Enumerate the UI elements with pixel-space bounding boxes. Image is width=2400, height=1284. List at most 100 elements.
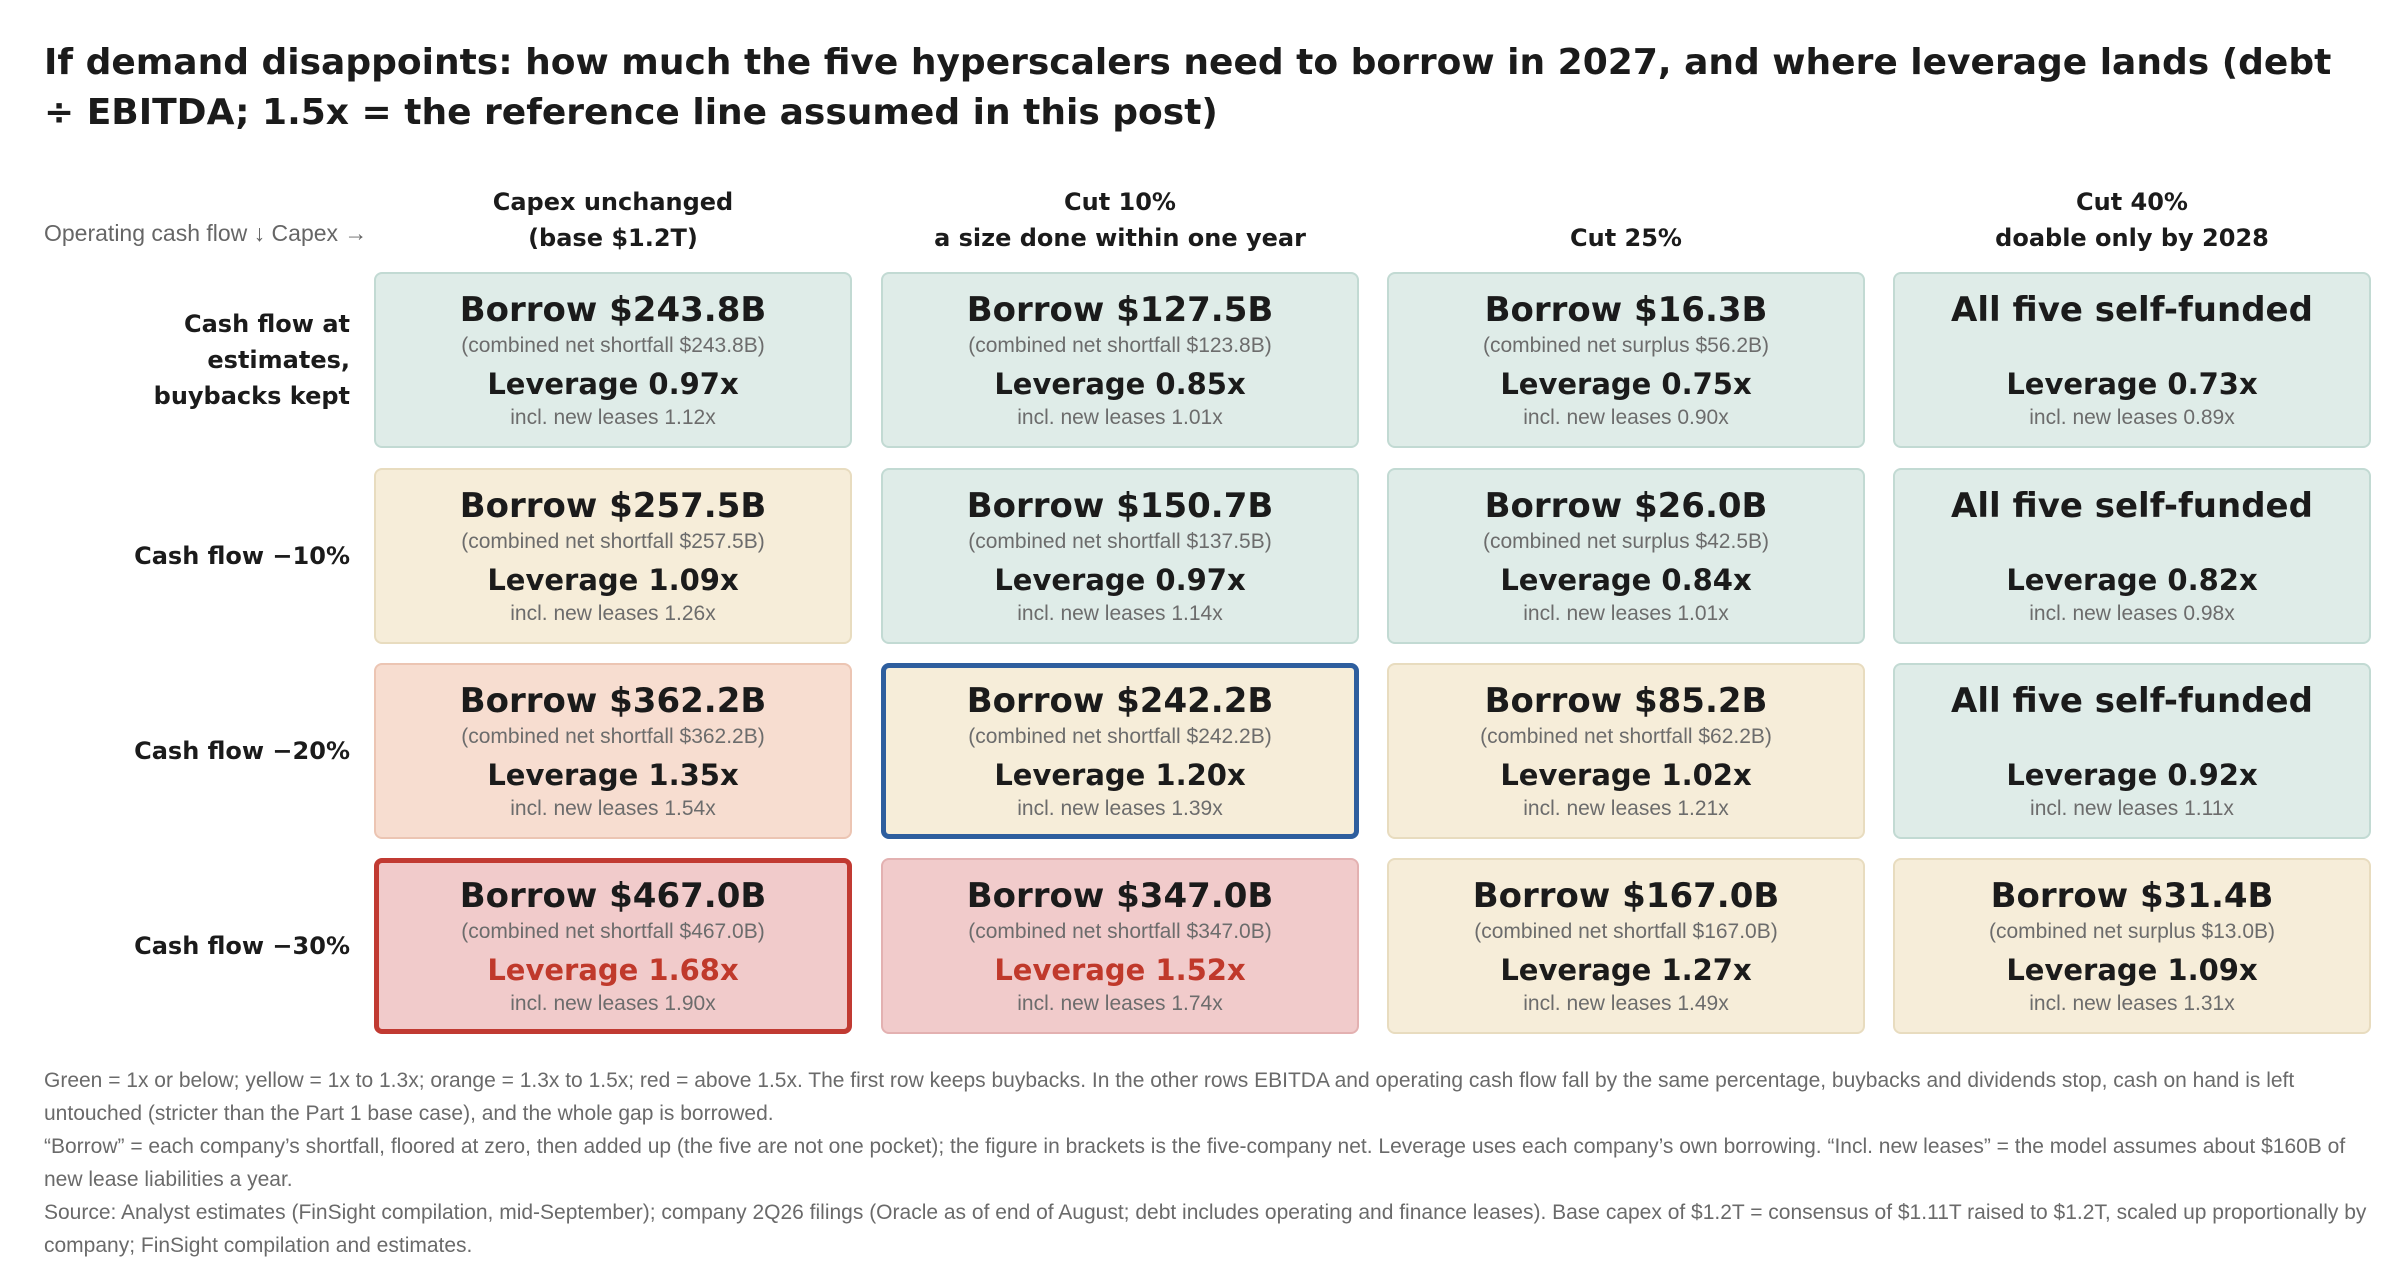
scenario-cell: Borrow $85.2B (combined net shortfall $62… — [1387, 663, 1865, 839]
borrow-amount: Borrow $26.0B — [1484, 486, 1768, 526]
net-shortfall: (combined net surplus $56.2B) — [1483, 334, 1769, 357]
column-header-4: Cut 40% doable only by 2028 — [1893, 178, 2371, 256]
lease-leverage: incl. new leases 1.01x — [1017, 406, 1223, 429]
lease-leverage: incl. new leases 0.90x — [1523, 406, 1729, 429]
scenario-cell: Borrow $362.2B (combined net shortfall $3… — [374, 663, 852, 839]
scenario-cell: Borrow $242.2B (combined net shortfall $2… — [881, 663, 1359, 839]
column-header-line2: a size done within one year — [934, 224, 1306, 252]
net-shortfall: (combined net shortfall $243.8B) — [461, 334, 765, 357]
borrow-amount: Borrow $242.2B — [966, 681, 1274, 721]
leverage-value: Leverage 1.52x — [994, 953, 1246, 987]
scenario-cell: Borrow $257.5B (combined net shortfall $2… — [374, 468, 852, 644]
borrow-amount: Borrow $150.7B — [966, 486, 1274, 526]
scenario-cell: All five self-funded Leverage 0.92x incl. … — [1893, 663, 2371, 839]
column-header-line2: Cut 25% — [1570, 224, 1682, 252]
row-header-line: Cash flow at — [183, 310, 350, 338]
net-shortfall: (combined net surplus $42.5B) — [1483, 530, 1769, 553]
borrow-amount: Borrow $127.5B — [966, 290, 1274, 330]
lease-leverage: incl. new leases 1.12x — [510, 406, 716, 429]
scenario-cell: Borrow $150.7B (combined net shortfall $1… — [881, 468, 1359, 644]
column-header-1: Capex unchanged (base $1.2T) — [374, 178, 852, 256]
leverage-value: Leverage 0.85x — [994, 367, 1246, 401]
lease-leverage: incl. new leases 1.01x — [1523, 602, 1729, 625]
leverage-value: Leverage 0.82x — [2006, 563, 2258, 597]
leverage-value: Leverage 0.75x — [1500, 367, 1752, 401]
column-header-line2: doable only by 2028 — [1995, 224, 2269, 252]
scenario-cell: Borrow $467.0B (combined net shortfall $4… — [374, 858, 852, 1034]
lease-leverage: incl. new leases 1.90x — [510, 992, 716, 1015]
lease-leverage: incl. new leases 1.21x — [1523, 797, 1729, 820]
leverage-value: Leverage 0.92x — [2006, 758, 2258, 792]
row-header-1: Cash flow at estimates, buybacks kept — [60, 272, 350, 448]
axis-corner-label: Operating cash flow ↓ Capex → — [44, 220, 368, 246]
scenario-cell: Borrow $127.5B (combined net shortfall $1… — [881, 272, 1359, 448]
leverage-value: Leverage 1.09x — [487, 563, 739, 597]
row-header-4: Cash flow −30% — [60, 858, 350, 1034]
net-shortfall: (combined net shortfall $167.0B) — [1474, 920, 1778, 943]
net-shortfall: (combined net shortfall $362.2B) — [461, 725, 765, 748]
footnote-color-key: Green = 1x or below; yellow = 1x to 1.3x… — [44, 1069, 2295, 1125]
row-header-2: Cash flow −10% — [60, 468, 350, 644]
leverage-value: Leverage 1.35x — [487, 758, 739, 792]
net-shortfall: (combined net shortfall $242.2B) — [968, 725, 1272, 748]
net-shortfall: (combined net shortfall $257.5B) — [461, 530, 765, 553]
leverage-value: Leverage 1.27x — [1500, 953, 1752, 987]
borrow-amount: Borrow $31.4B — [1990, 876, 2274, 916]
row-header-line: estimates, — [207, 346, 350, 374]
leverage-value: Leverage 1.20x — [994, 758, 1246, 792]
borrow-amount: Borrow $347.0B — [966, 876, 1274, 916]
leverage-value: Leverage 0.73x — [2006, 367, 2258, 401]
row-header-line: Cash flow −20% — [134, 737, 350, 765]
borrow-amount: Borrow $467.0B — [459, 876, 767, 916]
net-shortfall: (combined net shortfall $347.0B) — [968, 920, 1272, 943]
lease-leverage: incl. new leases 1.11x — [2030, 797, 2234, 820]
borrow-amount: All five self-funded — [1951, 290, 2313, 330]
lease-leverage: incl. new leases 1.26x — [510, 602, 716, 625]
net-shortfall: (combined net shortfall $467.0B) — [461, 920, 765, 943]
leverage-value: Leverage 0.84x — [1500, 563, 1752, 597]
borrow-amount: Borrow $243.8B — [459, 290, 767, 330]
column-header-line1: Cut 40% — [2076, 188, 2188, 216]
leverage-value: Leverage 1.02x — [1500, 758, 1752, 792]
lease-leverage: incl. new leases 0.89x — [2029, 406, 2235, 429]
net-shortfall: (combined net shortfall $137.5B) — [968, 530, 1272, 553]
scenario-cell: All five self-funded Leverage 0.82x incl. … — [1893, 468, 2371, 644]
row-header-3: Cash flow −20% — [60, 663, 350, 839]
net-shortfall: (combined net surplus $13.0B) — [1989, 920, 2275, 943]
row-header-line: Cash flow −30% — [134, 932, 350, 960]
footnote-source: Source: Analyst estimates (FinSight comp… — [44, 1201, 2367, 1257]
column-header-line2: (base $1.2T) — [528, 224, 698, 252]
scenario-cell: Borrow $16.3B (combined net surplus $56.2… — [1387, 272, 1865, 448]
footnotes: Green = 1x or below; yellow = 1x to 1.3x… — [44, 1064, 2374, 1262]
borrow-amount: All five self-funded — [1951, 486, 2313, 526]
lease-leverage: incl. new leases 1.74x — [1017, 992, 1223, 1015]
scenario-cell: Borrow $31.4B (combined net surplus $13.0… — [1893, 858, 2371, 1034]
lease-leverage: incl. new leases 1.31x — [2029, 992, 2235, 1015]
chart-title: If demand disappoints: how much the five… — [44, 42, 2332, 133]
lease-leverage: incl. new leases 1.49x — [1523, 992, 1729, 1015]
borrow-amount: Borrow $362.2B — [459, 681, 767, 721]
borrow-amount: Borrow $85.2B — [1484, 681, 1768, 721]
leverage-value: Leverage 0.97x — [994, 563, 1246, 597]
row-header-line: Cash flow −10% — [134, 542, 350, 570]
row-header-line: buybacks kept — [153, 382, 350, 410]
scenario-cell: Borrow $243.8B (combined net shortfall $2… — [374, 272, 852, 448]
borrow-amount: All five self-funded — [1951, 681, 2313, 721]
net-shortfall: (combined net shortfall $123.8B) — [968, 334, 1272, 357]
lease-leverage: incl. new leases 0.98x — [2029, 602, 2235, 625]
lease-leverage: incl. new leases 1.39x — [1017, 797, 1223, 820]
net-shortfall: (combined net shortfall $62.2B) — [1480, 725, 1772, 748]
column-header-3: Cut 25% — [1387, 178, 1865, 256]
column-header-line1: Capex unchanged — [492, 188, 734, 216]
lease-leverage: incl. new leases 1.54x — [510, 797, 716, 820]
column-header-2: Cut 10% a size done within one year — [881, 178, 1359, 256]
scenario-cell: Borrow $347.0B (combined net shortfall $3… — [881, 858, 1359, 1034]
column-header-line1: Cut 10% — [1064, 188, 1176, 216]
borrow-amount: Borrow $16.3B — [1484, 290, 1768, 330]
leverage-value: Leverage 0.97x — [487, 367, 739, 401]
lease-leverage: incl. new leases 1.14x — [1017, 602, 1223, 625]
scenario-cell: All five self-funded Leverage 0.73x incl. … — [1893, 272, 2371, 448]
borrow-amount: Borrow $167.0B — [1472, 876, 1780, 916]
leverage-value: Leverage 1.09x — [2006, 953, 2258, 987]
borrow-amount: Borrow $257.5B — [459, 486, 767, 526]
